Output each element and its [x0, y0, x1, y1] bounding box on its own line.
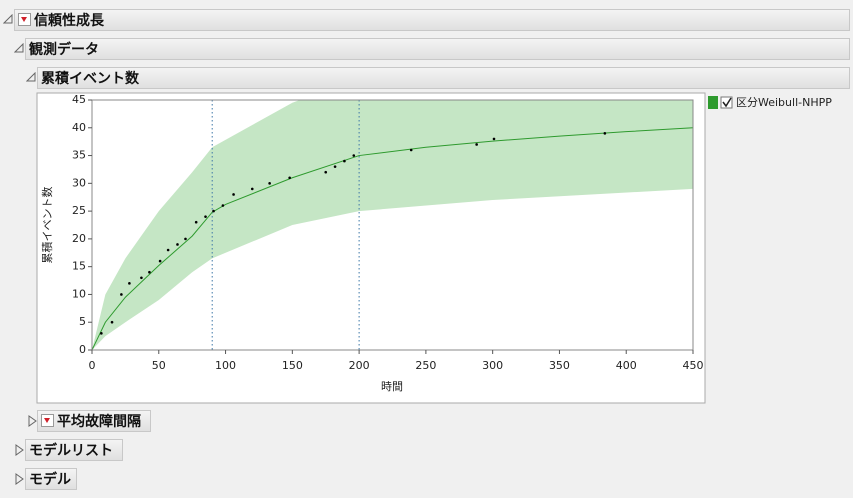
data-point	[128, 282, 131, 285]
data-point	[120, 293, 123, 296]
data-point	[140, 276, 143, 280]
data-point	[288, 176, 291, 180]
y-tick-label: 20	[72, 232, 86, 245]
data-point	[194, 220, 198, 224]
y-tick-label: 10	[72, 287, 86, 300]
data-point	[475, 143, 478, 146]
expand-icon[interactable]	[15, 444, 25, 456]
x-tick-label: 250	[415, 359, 436, 372]
data-point	[158, 259, 162, 263]
menu-icon[interactable]	[41, 414, 54, 427]
data-point	[110, 320, 114, 324]
data-point	[204, 215, 207, 218]
y-tick-label: 15	[72, 260, 86, 273]
y-tick-label: 45	[72, 93, 86, 106]
x-tick-label: 100	[215, 359, 236, 372]
outline-header[interactable]: 信頼性成長	[14, 9, 850, 31]
legend-label: 区分Weibull-NHPP	[736, 96, 832, 109]
data-point	[343, 159, 346, 163]
data-point	[268, 182, 271, 185]
y-tick-label: 0	[79, 343, 86, 356]
x-tick-label: 150	[282, 359, 303, 372]
header-text: 観測データ	[29, 42, 99, 58]
outline-header[interactable]: 観測データ	[25, 38, 850, 60]
outline-header[interactable]: モデル	[25, 468, 77, 490]
y-tick-label: 35	[72, 149, 86, 162]
header-text: モデルリスト	[29, 443, 113, 459]
outline-header[interactable]: 平均故障間隔	[37, 410, 151, 432]
data-point	[333, 165, 337, 168]
header-text: モデル	[29, 472, 71, 488]
data-point	[166, 248, 170, 252]
expand-icon[interactable]	[15, 473, 25, 485]
data-point	[184, 237, 187, 241]
header-text: 信頼性成長	[34, 13, 104, 29]
data-point	[352, 154, 356, 157]
data-point	[603, 132, 607, 135]
x-tick-label: 400	[616, 359, 637, 372]
data-point	[409, 148, 413, 152]
data-point	[324, 170, 328, 174]
x-axis-label: 時間	[381, 380, 403, 393]
data-point	[100, 332, 103, 335]
x-tick-label: 300	[482, 359, 503, 372]
data-point	[492, 137, 496, 141]
collapse-icon[interactable]	[14, 43, 24, 53]
legend-swatch	[708, 96, 718, 109]
data-point	[250, 187, 254, 191]
header-text: 累積イベント数	[41, 71, 139, 87]
data-point	[176, 243, 179, 246]
y-tick-label: 40	[72, 121, 86, 134]
y-tick-label: 5	[79, 315, 86, 328]
menu-icon[interactable]	[18, 13, 31, 26]
collapse-icon[interactable]	[26, 72, 36, 82]
x-tick-label: 0	[89, 359, 96, 372]
x-tick-label: 50	[152, 359, 166, 372]
checkmark	[722, 97, 732, 108]
expand-icon[interactable]	[28, 415, 38, 427]
y-tick-label: 30	[72, 176, 86, 189]
y-tick-label: 25	[72, 204, 86, 217]
outline-header[interactable]: 累積イベント数	[37, 67, 850, 89]
data-point	[232, 193, 235, 196]
y-axis-label: 累積イベント数	[40, 187, 54, 264]
confidence-band	[92, 100, 693, 350]
x-tick-label: 200	[349, 359, 370, 372]
plot-border	[91, 99, 694, 351]
legend-checkbox[interactable]	[720, 96, 733, 109]
outline-header[interactable]: モデルリスト	[25, 439, 123, 461]
fit-line	[92, 127, 693, 350]
collapse-icon[interactable]	[3, 14, 13, 24]
data-point	[212, 209, 215, 213]
header-text: 平均故障間隔	[57, 414, 141, 430]
data-point	[148, 270, 151, 274]
data-point	[221, 204, 225, 207]
x-tick-label: 350	[549, 359, 570, 372]
x-tick-label: 450	[683, 359, 704, 372]
